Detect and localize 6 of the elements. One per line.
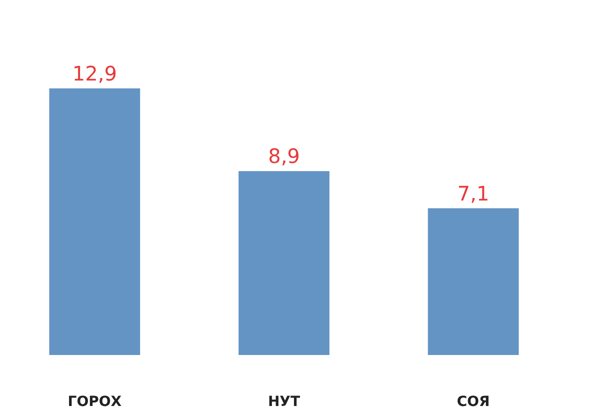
data-label: 12,9 [72, 61, 117, 86]
data-label: 7,1 [457, 181, 490, 206]
data-label: 8,9 [268, 144, 300, 168]
x-tick-label: ГОРОХ [68, 394, 122, 410]
x-tick-label: СОЯ [456, 394, 490, 410]
x-tick-label: НУТ [268, 394, 300, 410]
